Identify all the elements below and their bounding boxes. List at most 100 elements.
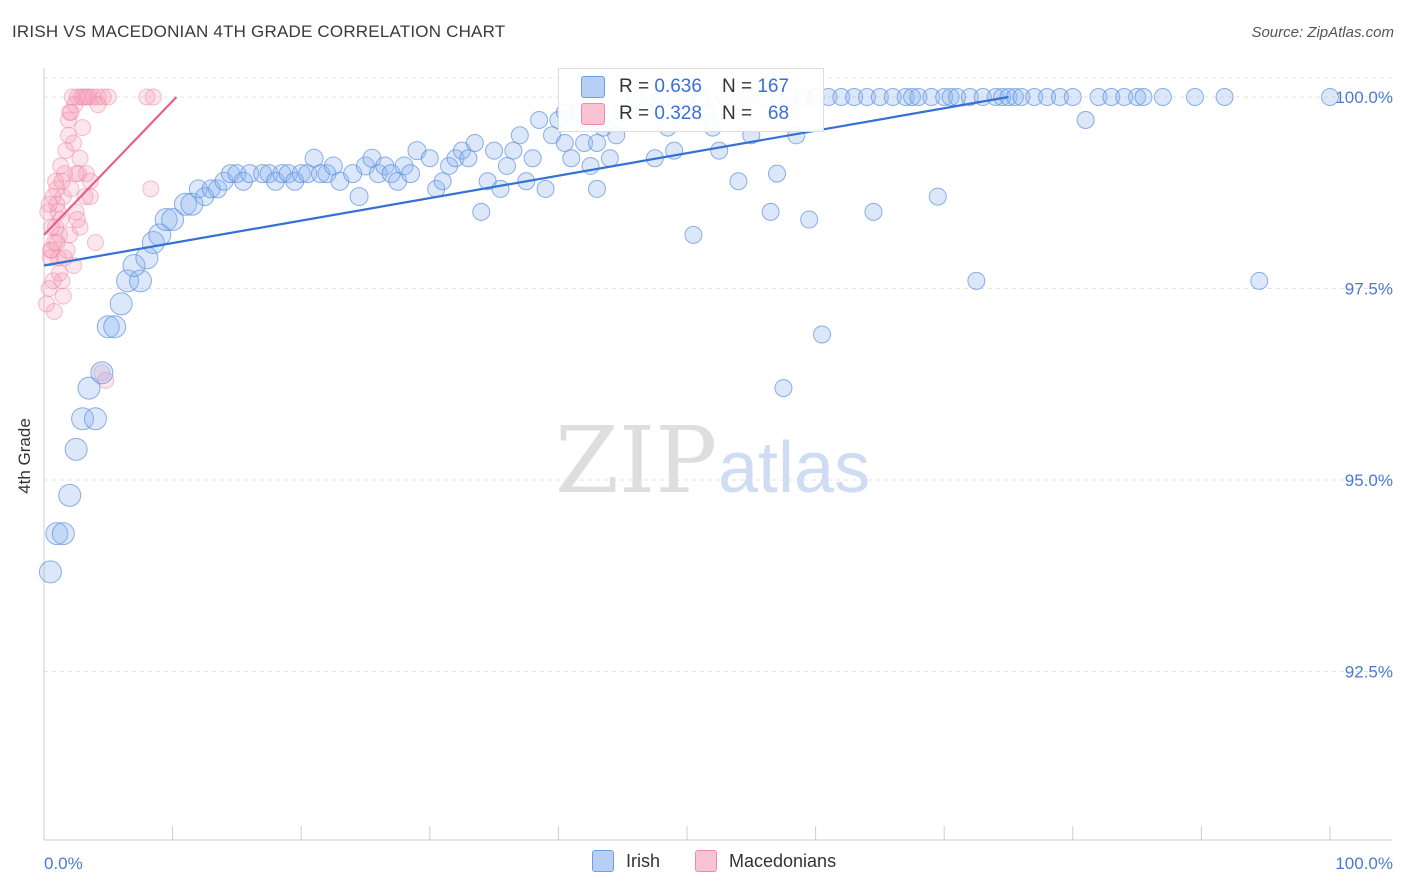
legend-item-irish[interactable]: Irish bbox=[592, 850, 660, 872]
macedonian-point bbox=[138, 88, 156, 106]
irish-point bbox=[864, 202, 883, 221]
irish-point bbox=[960, 88, 979, 106]
irish-point bbox=[109, 292, 133, 316]
macedonian-point bbox=[62, 103, 80, 121]
legend-macedonians-swatch bbox=[695, 850, 717, 872]
macedonian-point bbox=[68, 88, 86, 106]
irish-point bbox=[433, 172, 452, 191]
irish-point bbox=[83, 407, 107, 431]
macedonian-point bbox=[44, 272, 62, 290]
macedonian-point bbox=[53, 172, 71, 190]
macedonian-point bbox=[40, 195, 58, 213]
irish-point bbox=[394, 156, 414, 176]
irish-point bbox=[530, 110, 549, 129]
irish-point bbox=[1038, 88, 1057, 106]
macedonian-point bbox=[61, 226, 79, 244]
irish-point bbox=[1185, 88, 1204, 106]
macedonian-point bbox=[97, 371, 115, 389]
irish-point bbox=[903, 88, 922, 106]
irish-point bbox=[1153, 88, 1172, 106]
y-tick-label: 92.5% bbox=[1345, 663, 1393, 682]
irish-point bbox=[233, 171, 253, 191]
irish-point bbox=[1012, 88, 1031, 106]
irish-point bbox=[909, 88, 928, 106]
irish-point bbox=[51, 522, 75, 546]
irish-point bbox=[64, 437, 88, 461]
macedonian-trend-line bbox=[43, 96, 178, 236]
irish-point bbox=[1089, 88, 1108, 106]
irish-point bbox=[116, 269, 140, 293]
y-tick-label: 95.0% bbox=[1345, 471, 1393, 490]
irish-point bbox=[459, 149, 478, 168]
irish-point bbox=[562, 149, 581, 168]
irish-point bbox=[1134, 88, 1153, 106]
axes bbox=[43, 68, 1392, 841]
y-tick-label: 97.5% bbox=[1345, 280, 1393, 299]
irish-point bbox=[1025, 88, 1044, 106]
macedonian-point bbox=[54, 287, 72, 305]
macedonian-points bbox=[38, 88, 162, 389]
correlation-row-irish: R = 0.636 N = 167 bbox=[581, 74, 789, 100]
irish-point bbox=[420, 149, 439, 168]
chart-title: IRISH VS MACEDONIAN 4TH GRADE CORRELATIO… bbox=[12, 22, 506, 41]
legend-macedonians-label: Macedonians bbox=[729, 850, 837, 871]
irish-point bbox=[1250, 271, 1269, 290]
x-tick-labels: 0.0% 100.0% bbox=[44, 854, 1393, 873]
irish-point bbox=[154, 208, 178, 232]
macedonian-swatch bbox=[581, 103, 605, 125]
macedonian-point bbox=[40, 280, 58, 297]
irish-point bbox=[935, 88, 954, 106]
irish-point bbox=[870, 88, 889, 106]
irish-point bbox=[401, 164, 421, 184]
macedonian-point bbox=[144, 88, 162, 106]
legend-item-macedonians[interactable]: Macedonians bbox=[695, 850, 836, 872]
irish-point bbox=[768, 164, 787, 183]
irish-point bbox=[1321, 88, 1339, 106]
correlation-row-macedonians: R = 0.328 N = 68 bbox=[581, 101, 789, 127]
irish-point bbox=[349, 187, 369, 207]
irish-point bbox=[587, 133, 606, 152]
irish-point bbox=[896, 88, 915, 106]
irish-point bbox=[813, 325, 832, 344]
irish-point bbox=[555, 133, 574, 152]
irish-point bbox=[465, 133, 484, 152]
macedonian-point bbox=[67, 165, 85, 183]
irish-point bbox=[446, 149, 465, 168]
irish-point bbox=[375, 156, 395, 176]
irish-point bbox=[180, 192, 204, 216]
irish-point bbox=[208, 179, 228, 199]
macedonian-r-label: R = bbox=[619, 103, 650, 124]
irish-r-label: R = bbox=[619, 76, 650, 97]
macedonian-point bbox=[65, 134, 83, 152]
macedonian-point bbox=[68, 211, 86, 229]
irish-point bbox=[1102, 88, 1121, 106]
y-tick-labels: 92.5% 95.0% 97.5% 100.0% bbox=[1335, 88, 1393, 682]
legend-irish-label: Irish bbox=[626, 850, 661, 871]
correlation-legend: R = 0.636 N = 167 R = 0.328 N = 68 bbox=[558, 68, 824, 132]
irish-trend-line bbox=[43, 95, 1009, 267]
irish-point bbox=[38, 560, 62, 584]
irish-point bbox=[71, 407, 95, 431]
y-tick-label: 100.0% bbox=[1335, 88, 1393, 107]
irish-point bbox=[497, 156, 516, 175]
x-tick-label: 100.0% bbox=[1335, 854, 1393, 873]
macedonian-point bbox=[76, 188, 94, 206]
macedonian-point bbox=[77, 165, 95, 183]
irish-point bbox=[800, 210, 819, 229]
irish-point bbox=[575, 133, 594, 152]
irish-point bbox=[161, 208, 185, 232]
irish-point bbox=[440, 156, 459, 175]
irish-point bbox=[922, 88, 941, 106]
irish-point bbox=[90, 361, 114, 385]
irish-swatch bbox=[581, 76, 605, 98]
irish-n-value: 167 bbox=[757, 76, 790, 97]
irish-point bbox=[729, 172, 748, 191]
irish-point bbox=[1115, 88, 1134, 106]
macedonian-point bbox=[142, 180, 160, 198]
watermark-atlas: atlas bbox=[718, 428, 870, 508]
irish-point bbox=[128, 269, 152, 293]
irish-point bbox=[485, 141, 504, 160]
irish-point bbox=[77, 376, 101, 400]
macedonian-n-label: N = bbox=[721, 103, 753, 124]
